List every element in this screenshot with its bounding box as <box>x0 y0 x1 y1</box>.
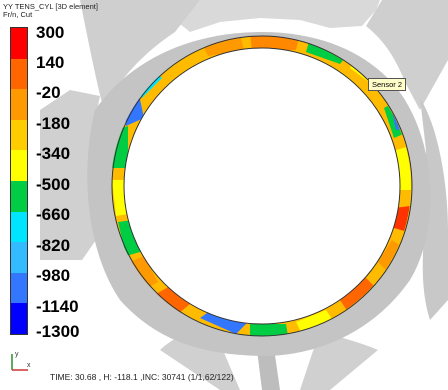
legend-label: -1140 <box>36 297 79 316</box>
legend-color-bar <box>10 27 28 335</box>
result-title: YY TENS_CYL [3D element] <box>3 2 98 11</box>
legend-swatch <box>11 211 27 243</box>
legend-swatch <box>11 303 27 334</box>
legend-swatch <box>11 272 27 304</box>
result-subtitle: Fr/n, Cut <box>3 10 33 19</box>
status-inc: ,INC: 30741 (1/1,62/122) <box>140 372 234 382</box>
axis-triad-icon: y x <box>11 351 31 371</box>
legend-label: -500 <box>36 175 71 194</box>
legend-label: -820 <box>36 236 71 255</box>
legend-swatch <box>11 150 27 181</box>
legend-label: -980 <box>36 266 71 285</box>
stress-ring <box>111 35 413 337</box>
color-legend: 300 140 -20 -180 -340 -500 -660 -820 -98… <box>10 23 110 342</box>
legend-swatch <box>11 119 27 151</box>
legend-label: -340 <box>36 144 71 163</box>
legend-swatch <box>11 89 27 120</box>
status-h: , H: -118.1 <box>98 372 138 382</box>
legend-label: -180 <box>36 114 71 133</box>
legend-label: -20 <box>36 83 61 102</box>
legend-swatch <box>11 28 27 59</box>
axis-x-label: x <box>27 362 31 369</box>
sensor-label[interactable]: Sensor 2 <box>368 78 407 91</box>
legend-label: 300 <box>36 23 65 42</box>
legend-label: 140 <box>36 53 65 72</box>
status-line: TIME: 30.68 , H: -118.1 ,INC: 30741 (1/1… <box>50 372 234 382</box>
legend-label: -660 <box>36 205 71 224</box>
legend-swatch <box>11 58 27 90</box>
legend-swatch <box>11 180 27 212</box>
legend-label: -1300 <box>36 322 80 341</box>
status-time: TIME: 30.68 <box>50 372 97 382</box>
legend-swatch <box>11 242 27 273</box>
axis-y-label: y <box>15 351 19 358</box>
